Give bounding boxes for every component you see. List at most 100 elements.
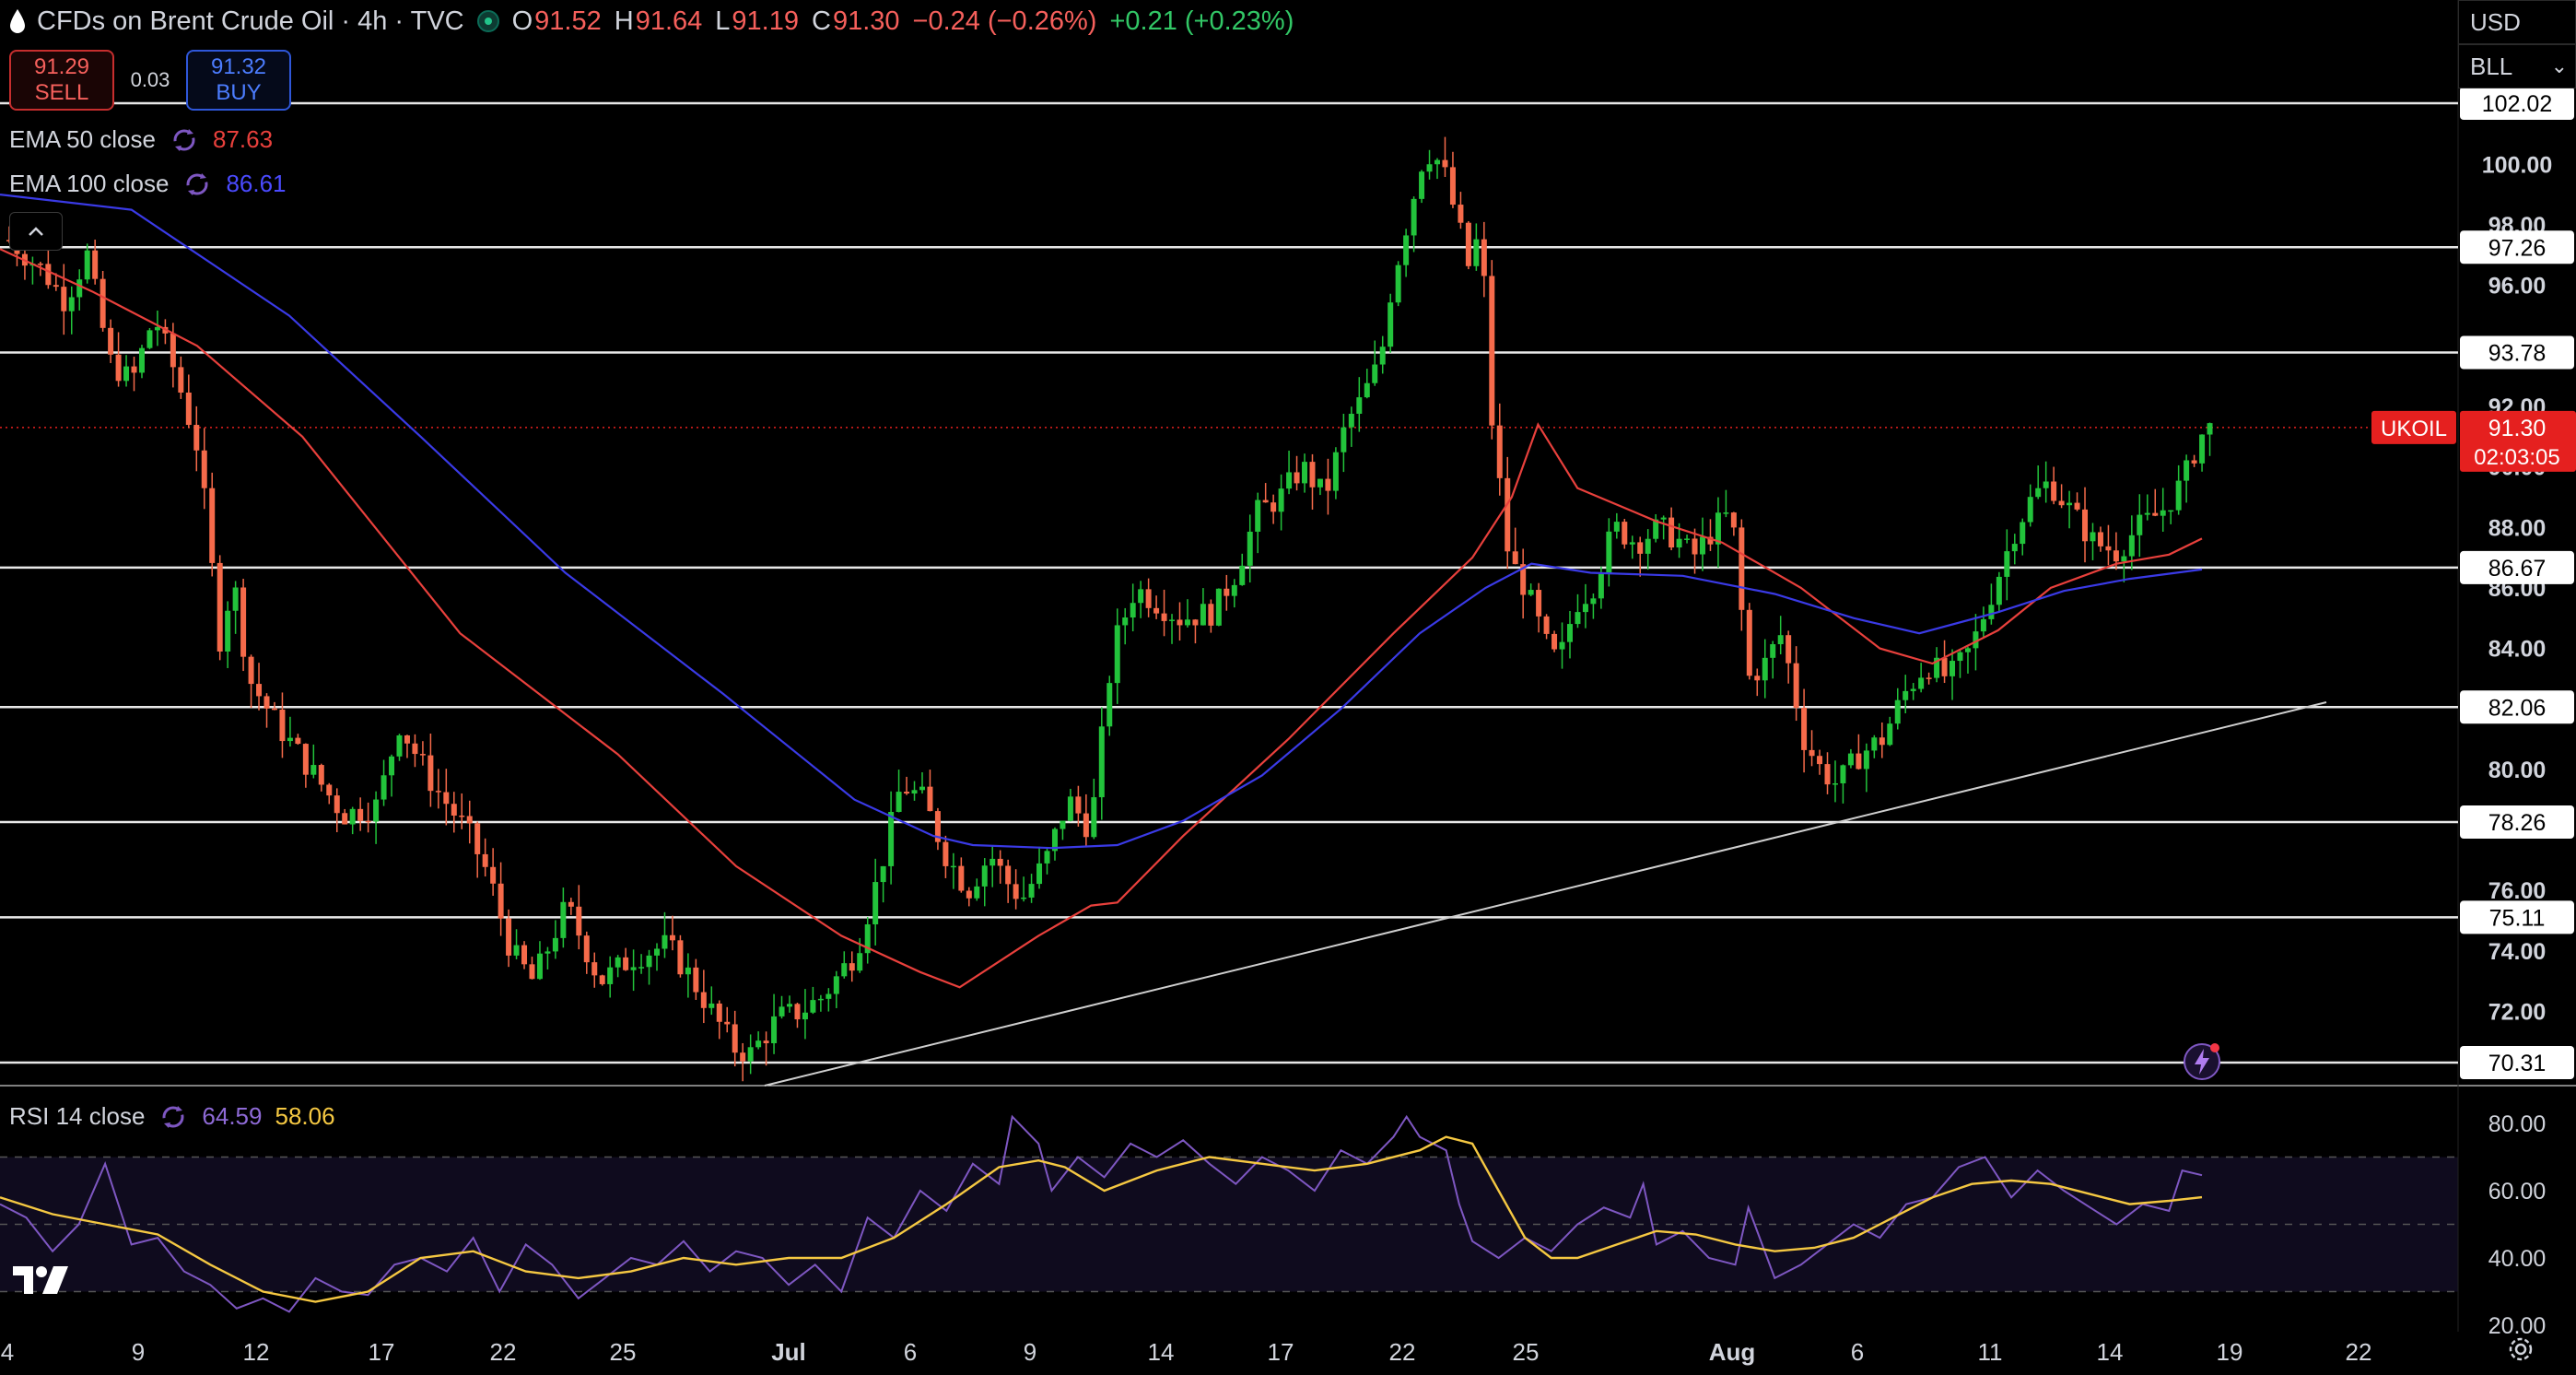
unit-select[interactable]: BLL ⌄ <box>2458 44 2576 88</box>
candle-body <box>677 940 684 975</box>
time-tick-label: 17 <box>369 1338 395 1366</box>
sell-label: SELL <box>34 80 89 105</box>
candle-body <box>1973 631 1979 649</box>
candle-body <box>1231 584 1237 596</box>
flash-alert-icon[interactable] <box>2182 1041 2222 1082</box>
candle-body <box>2105 546 2112 551</box>
candle-body <box>115 354 122 382</box>
price-tick-label: 100.00 <box>2482 152 2552 178</box>
ema50-legend[interactable]: EMA 50 close 87.63 <box>9 125 273 154</box>
candle-body <box>1863 750 1869 770</box>
candle-body <box>1496 425 1503 478</box>
level-price-badge <box>2460 1046 2574 1079</box>
candle-body <box>1036 863 1043 885</box>
candle-body <box>357 808 364 821</box>
candle-body <box>2191 460 2197 464</box>
rsi-legend[interactable]: RSI 14 close 64.59 58.06 <box>9 1102 335 1131</box>
candle-body <box>466 816 473 824</box>
candle-body <box>1114 625 1120 684</box>
candle-body <box>1091 797 1097 838</box>
candle-body <box>373 799 380 822</box>
currency-select[interactable]: USD <box>2458 0 2576 44</box>
ema100-legend[interactable]: EMA 100 close 86.61 <box>9 170 287 198</box>
candle-body <box>381 775 387 800</box>
candle-body <box>825 993 832 999</box>
candle-body <box>849 963 855 971</box>
price-tick-label: 74.00 <box>2488 939 2547 965</box>
candle-body <box>2121 556 2127 562</box>
candle-body <box>2058 500 2065 506</box>
candle-body <box>1270 502 1277 512</box>
candle-body <box>693 967 699 993</box>
change-secondary-value: +0.21 (+0.23%) <box>1109 6 1294 36</box>
level-price-badge <box>2460 335 2574 370</box>
candle-body <box>1692 538 1698 555</box>
candle-body <box>552 937 558 952</box>
candle-body <box>365 820 371 823</box>
candle-body <box>794 1004 801 1020</box>
price-tick-label: 96.00 <box>2488 274 2547 300</box>
candle-body <box>310 765 317 775</box>
candle-body <box>1051 829 1058 852</box>
symbol-tag <box>2371 410 2456 444</box>
candle-body <box>240 587 247 657</box>
candle-body <box>1629 542 1635 545</box>
indicator-sync-icon <box>162 1105 184 1128</box>
candle-body <box>1208 604 1214 626</box>
candle-body <box>271 708 277 711</box>
candle-body <box>880 865 886 883</box>
candle-body <box>1684 538 1691 540</box>
symbol-title[interactable]: CFDs on Brent Crude Oil · 4h · TVC <box>37 6 464 36</box>
candle-body <box>833 976 839 994</box>
candle-body <box>1286 472 1293 489</box>
level-price-label: 102.02 <box>2482 91 2552 117</box>
candle-body <box>1153 607 1160 614</box>
candle-body <box>1567 624 1573 642</box>
candle-body <box>396 735 403 757</box>
candle-body <box>911 790 918 794</box>
candle-body <box>966 890 972 899</box>
candle-body <box>669 934 675 941</box>
candle-body <box>435 791 441 793</box>
candle-body <box>1645 538 1651 554</box>
candle-body <box>747 1047 754 1062</box>
candle-body <box>568 901 574 907</box>
candle-body <box>623 957 629 970</box>
open-value: 91.52 <box>534 6 602 36</box>
candle-body <box>1856 753 1862 770</box>
candle-body <box>2097 532 2103 546</box>
candle-body <box>2152 512 2159 516</box>
buy-button[interactable]: 91.32 BUY <box>186 50 291 111</box>
close-value: 91.30 <box>832 6 900 36</box>
candle-body <box>1449 167 1456 206</box>
candle-body <box>342 813 348 825</box>
candle-body <box>716 1003 722 1022</box>
candle-body <box>1707 536 1714 545</box>
time-tick-label: 6 <box>1851 1338 1864 1366</box>
candle-body <box>1941 657 1948 676</box>
candle-body <box>1809 749 1815 757</box>
candle-body <box>1434 159 1441 165</box>
candle-body <box>1067 796 1073 821</box>
time-tick-label: 22 <box>2346 1338 2372 1366</box>
candle-body <box>37 264 43 265</box>
collapse-legend-button[interactable] <box>9 212 63 251</box>
candle-body <box>248 656 254 685</box>
candle-body <box>1669 517 1675 548</box>
settings-gear-icon[interactable] <box>2504 1333 2537 1366</box>
candle-body <box>1302 462 1308 484</box>
candle-body <box>1622 522 1628 545</box>
candle-body <box>1098 726 1105 798</box>
candle-body <box>724 1021 731 1025</box>
sell-button[interactable]: 91.29 SELL <box>9 50 114 111</box>
candle-body <box>2168 510 2174 512</box>
candle-body <box>154 326 160 331</box>
candle-body <box>1021 897 1027 899</box>
candle-body <box>763 1040 769 1044</box>
candle-body <box>981 865 988 887</box>
candle-body <box>1348 413 1354 428</box>
candle-body <box>630 967 637 970</box>
price-tick-label: 84.00 <box>2488 637 2547 663</box>
level-price-label: 75.11 <box>2489 905 2546 931</box>
